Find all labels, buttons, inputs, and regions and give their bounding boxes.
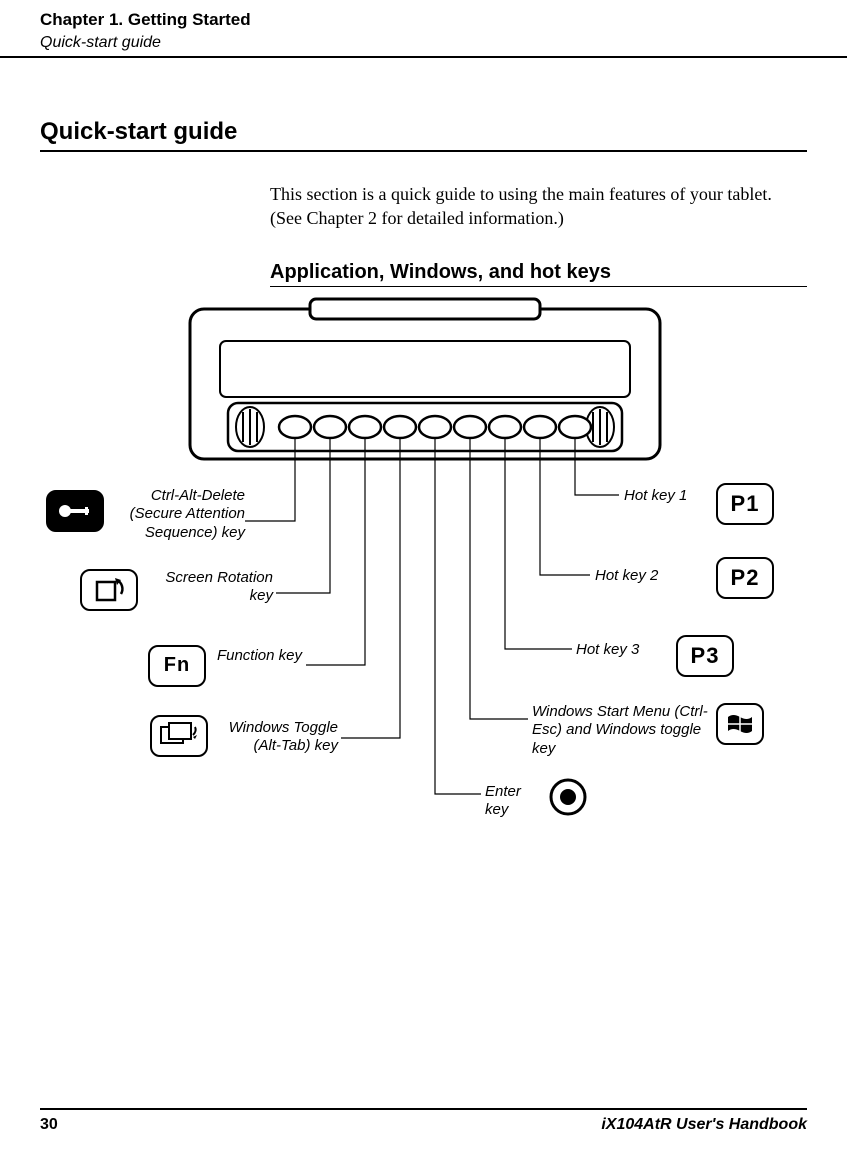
chapter-title: Chapter 1. Getting Started [40,10,807,30]
p3-icon: P3 [676,635,734,677]
p2-icon: P2 [716,557,774,599]
callout-enter: Enter key [485,783,545,821]
keys-diagram: Ctrl-Alt-Delete (Secure Attention Sequen… [40,297,807,877]
p1-icon: P1 [716,483,774,525]
fn-icon: Fn [148,645,206,687]
callout-function: Function key [210,647,302,666]
section-title: Quick-start guide [40,118,807,152]
callout-windows-start: Windows Start Menu (Ctrl-Esc) and Window… [532,703,712,759]
header-subtitle: Quick-start guide [40,34,807,52]
callout-hotkey-2: Hot key 2 [595,567,675,586]
rotate-icon [80,569,138,611]
enter-icon [548,777,588,817]
page-content: Quick-start guide This section is a quic… [0,118,847,877]
callout-windows-toggle: Windows Toggle (Alt-Tab) key [210,719,338,757]
page-number: 30 [40,1116,58,1134]
section-body: This section is a quick guide to using t… [270,182,807,231]
page-header: Chapter 1. Getting Started Quick-start g… [0,0,847,58]
page-footer: 30 iX104AtR User's Handbook [40,1108,807,1134]
key-lock-icon [46,490,104,532]
windows-start-icon [716,703,764,745]
callout-ctrl-alt-delete: Ctrl-Alt-Delete (Secure Attention Sequen… [110,487,245,543]
callout-screen-rotation: Screen Rotation key [140,569,273,607]
windows-toggle-icon [150,715,208,757]
doc-title: iX104AtR User's Handbook [601,1116,807,1134]
callout-hotkey-1: Hot key 1 [624,487,704,506]
callout-hotkey-3: Hot key 3 [576,641,656,660]
subsection-title: Application, Windows, and hot keys [270,261,807,287]
